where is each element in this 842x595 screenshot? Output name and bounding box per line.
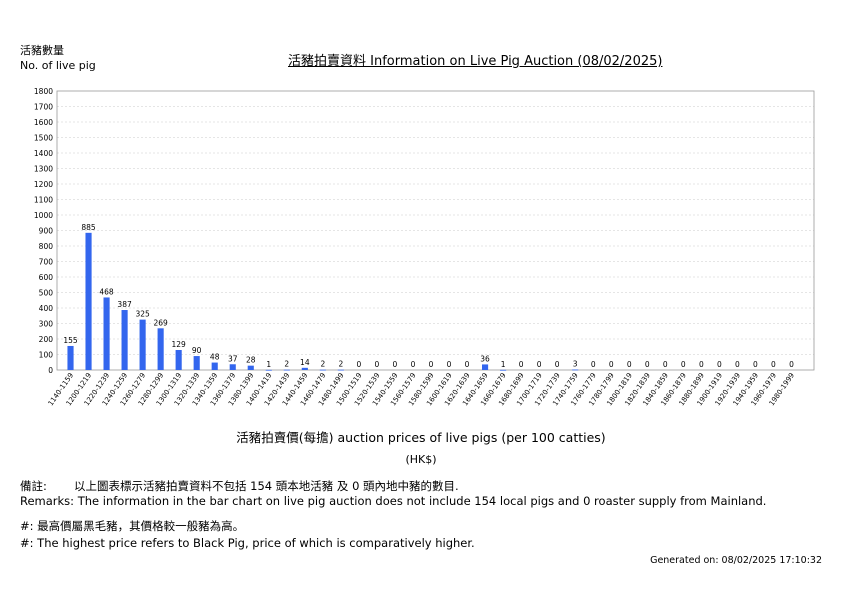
y-tick-label: 1800 — [34, 87, 53, 96]
data-label: 387 — [117, 300, 132, 309]
data-label: 0 — [663, 360, 668, 369]
note-chinese: #: 最高價屬黑毛豬，其價格較一般豬為高。 — [20, 519, 245, 533]
y-tick-label: 200 — [39, 335, 54, 344]
data-label: 0 — [609, 360, 614, 369]
y-axis-ticks: 0 100 200 300 400 500 600 700 800 900 1000 1100 1200… — [34, 87, 53, 375]
bar — [572, 369, 579, 371]
bar — [337, 369, 344, 371]
data-label: 468 — [99, 287, 114, 296]
y-tick-label: 100 — [39, 351, 54, 360]
y-tick-label: 1400 — [34, 149, 53, 158]
y-axis-title-chinese: 活豬數量 — [20, 44, 64, 57]
grid-lines — [57, 106, 814, 355]
y-axis-title-english: No. of live pig — [20, 59, 96, 72]
bar — [103, 297, 110, 370]
note-english: #: The highest price refers to Black Pig… — [20, 536, 475, 550]
bar — [247, 365, 254, 370]
remark-label-chinese: 備註: — [20, 479, 47, 493]
y-tick-label: 1100 — [34, 196, 53, 205]
data-label: 0 — [555, 360, 560, 369]
data-label: 48 — [210, 353, 220, 362]
data-label: 0 — [519, 360, 524, 369]
data-label: 0 — [735, 360, 740, 369]
data-label: 28 — [246, 356, 256, 365]
data-label: 0 — [411, 360, 416, 369]
y-tick-label: 600 — [39, 273, 54, 282]
bar — [193, 356, 200, 370]
y-tick-label: 800 — [39, 242, 54, 251]
data-label: 0 — [753, 360, 758, 369]
data-label: 37 — [228, 354, 238, 363]
data-label: 885 — [81, 223, 96, 232]
bar — [175, 350, 182, 370]
data-label: 0 — [789, 360, 794, 369]
data-label: 0 — [645, 360, 650, 369]
y-tick-label: 700 — [39, 258, 54, 267]
data-label: 325 — [135, 310, 150, 319]
data-label: 1 — [501, 360, 506, 369]
plot-frame — [56, 90, 815, 371]
data-label: 0 — [627, 360, 632, 369]
bar — [121, 310, 128, 370]
bar — [500, 369, 507, 371]
bar — [319, 369, 326, 371]
data-label: 0 — [591, 360, 596, 369]
y-tick-label: 1600 — [34, 118, 53, 127]
data-label: 14 — [300, 358, 310, 367]
y-tick-label: 500 — [39, 289, 54, 298]
data-label: 129 — [171, 340, 186, 349]
bar — [139, 319, 146, 370]
data-label: 0 — [447, 360, 452, 369]
data-label: 90 — [192, 346, 202, 355]
bar — [211, 362, 218, 370]
data-label: 2 — [320, 360, 325, 369]
remark-chinese: 以上圖表標示活豬拍賣資料不包括 154 頭本地活豬 及 0 頭內地中豬的數目. — [74, 479, 459, 493]
y-tick-label: 900 — [39, 227, 54, 236]
x-axis-ticks: 1140-11591200-12191220-12391240-12591260… — [47, 372, 796, 408]
bar — [229, 364, 236, 370]
bar — [482, 364, 489, 370]
y-tick-label: 1000 — [34, 211, 53, 220]
bar — [283, 369, 290, 371]
chart-title: 活豬拍賣資料 Information on Live Pig Auction (… — [288, 54, 663, 69]
currency-unit: (HK$) — [405, 453, 437, 466]
data-label: 155 — [63, 336, 78, 345]
y-tick-label: 300 — [39, 320, 54, 329]
y-tick-label: 0 — [48, 366, 53, 375]
y-tick-label: 1200 — [34, 180, 53, 189]
y-tick-label: 1300 — [34, 165, 53, 174]
y-tick-label: 1500 — [34, 134, 53, 143]
data-label: 0 — [375, 360, 380, 369]
generated-timestamp: Generated on: 08/02/2025 17:10:32 — [650, 555, 822, 566]
y-tick-label: 400 — [39, 304, 54, 313]
data-label: 0 — [357, 360, 362, 369]
data-label: 0 — [717, 360, 722, 369]
bar — [301, 367, 308, 370]
data-label: 0 — [771, 360, 776, 369]
bar — [157, 328, 164, 370]
data-label: 2 — [284, 360, 289, 369]
data-label: 0 — [699, 360, 704, 369]
data-label: 1 — [266, 360, 271, 369]
data-label: 269 — [153, 318, 168, 327]
x-axis-title: 活豬拍賣價(每擔) auction prices of live pigs (p… — [236, 430, 606, 445]
bar — [67, 345, 74, 370]
remark-english: Remarks: The information in the bar char… — [20, 494, 767, 508]
data-label: 0 — [681, 360, 686, 369]
y-tick-label: 1700 — [34, 103, 53, 112]
bars — [67, 232, 579, 371]
bar — [85, 232, 92, 370]
data-label: 0 — [429, 360, 434, 369]
data-label: 0 — [393, 360, 398, 369]
data-label: 36 — [480, 354, 490, 363]
data-label: 3 — [573, 360, 578, 369]
data-label: 2 — [338, 360, 343, 369]
data-label: 0 — [537, 360, 542, 369]
data-label: 0 — [465, 360, 470, 369]
bar — [265, 369, 272, 371]
